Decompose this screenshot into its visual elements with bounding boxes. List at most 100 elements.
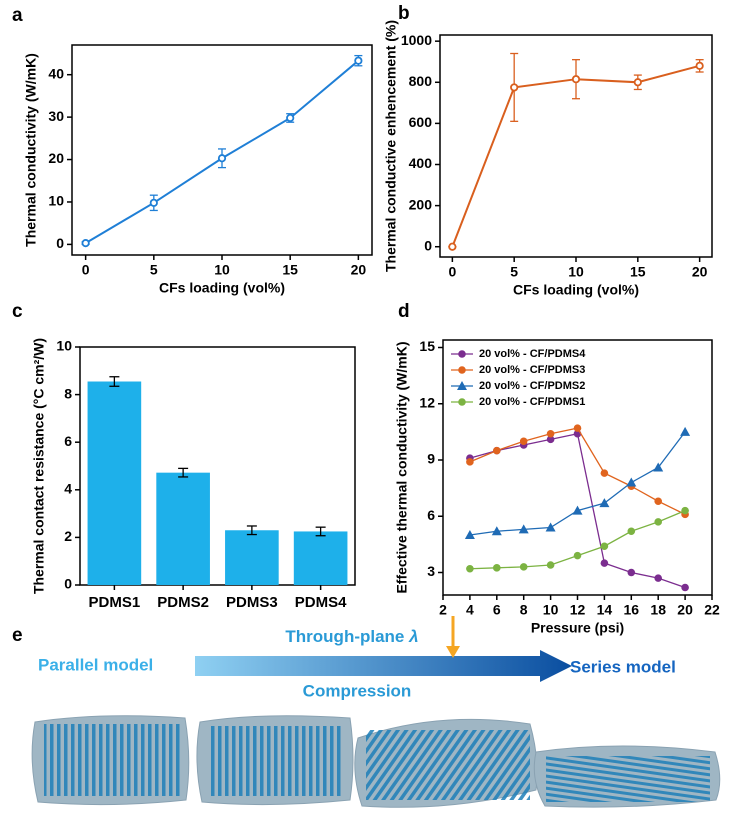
chart: b 0 200 400 600 800 1000 0 5 10 15 20 CFs loading (v… (383, 3, 713, 298)
y-tick-label: 10 (56, 338, 72, 354)
legend-marker (458, 366, 466, 374)
marker (493, 446, 501, 455)
marker (654, 497, 662, 506)
series-label: Series model (570, 657, 676, 676)
x-tick-label: 15 (282, 262, 298, 278)
legend-label: 20 vol% - CF/PDMS4 (479, 348, 586, 360)
marker (546, 561, 555, 569)
y-tick-label: 2 (64, 528, 72, 544)
marker (217, 154, 227, 163)
error-bar (246, 525, 257, 536)
y-tick-label: 800 (409, 73, 433, 89)
y-tick-label: 6 (64, 433, 72, 449)
y-axis-label: Thermal conductivity (W/mK) (23, 53, 39, 247)
marker (491, 526, 502, 536)
marker (354, 56, 363, 65)
legend-label: 20 vol% - CF/PDMS3 (479, 364, 585, 376)
marker (633, 78, 642, 87)
x-axis-label: CFs loading (vol%) (513, 282, 639, 298)
y-tick-label: 6 (427, 507, 435, 523)
panel-e: e Parallel model Through-plane λ Compres… (12, 616, 721, 808)
x-tick-label: 10 (543, 602, 559, 618)
through-plane-label: Through-plane λ (285, 627, 418, 646)
chart: a 0 10 20 30 40 0 5 10 15 20 CFs loading (vol%) Ther… (12, 5, 373, 296)
legend-marker (458, 398, 466, 406)
through-plane-text: Through-plane (285, 627, 404, 646)
structures (31, 715, 721, 808)
panel-label: a (12, 5, 23, 26)
legend-label: 20 vol% - CF/PDMS1 (479, 396, 585, 408)
marker (464, 530, 475, 539)
marker (466, 458, 474, 466)
error-bar (178, 467, 189, 478)
bar (156, 472, 210, 585)
marker (518, 524, 529, 534)
bar (293, 531, 348, 585)
marker (599, 498, 610, 508)
marker (149, 198, 158, 207)
x-tick-label: 10 (568, 264, 584, 280)
x-tick-label: 16 (624, 602, 640, 618)
x-tick-label: 20 (677, 602, 693, 618)
x-axis-label: Pressure (psi) (531, 620, 624, 636)
marker (627, 568, 636, 577)
y-tick-label: 0 (424, 237, 432, 253)
panel-label: e (12, 625, 23, 646)
x-tick-label: 5 (510, 264, 518, 280)
x-tick-label: 6 (493, 602, 501, 618)
y-axis-label: Thermal contact resistance (°C cm²/W) (31, 338, 47, 594)
x-tick-label: 12 (570, 602, 586, 618)
marker (546, 435, 555, 444)
marker (600, 542, 609, 551)
marker (681, 506, 689, 515)
y-axis-label: Effective thermal conductivity (W/mK) (394, 341, 410, 593)
legend-marker (457, 381, 467, 390)
chart: c 0 2 4 6 8 10 Thermal contact resistance (°C c… (12, 301, 356, 611)
y-tick-label: 12 (419, 394, 435, 410)
x-axis-label: CFs loading (vol%) (159, 280, 285, 296)
error-bar (109, 376, 120, 387)
x-tick-label: PDMS2 (157, 594, 209, 611)
indicator-head (446, 646, 460, 658)
panel-label: c (12, 301, 23, 322)
y-tick-label: 40 (48, 65, 64, 81)
marker (466, 564, 474, 573)
x-tick-label: 22 (704, 602, 720, 618)
marker (572, 505, 583, 515)
y-tick-label: 1000 (401, 32, 432, 48)
x-tick-label: 2 (439, 602, 447, 618)
marker (493, 564, 501, 572)
marker (519, 437, 528, 446)
x-tick-label: 14 (597, 602, 613, 618)
y-tick-label: 200 (409, 196, 433, 212)
y-tick-label: 4 (64, 481, 72, 497)
marker (286, 113, 295, 123)
legend-label: 20 vol% - CF/PDMS2 (479, 380, 585, 392)
x-tick-label: PDMS4 (295, 594, 347, 611)
marker (448, 242, 457, 251)
x-tick-label: PDMS3 (226, 594, 278, 611)
y-tick-label: 15 (419, 338, 435, 354)
x-tick-label: 0 (448, 264, 456, 280)
x-tick-label: 20 (692, 264, 708, 280)
marker (695, 61, 704, 70)
y-tick-label: 0 (56, 235, 64, 251)
y-tick-label: 400 (409, 155, 433, 171)
plot-frame (79, 346, 356, 586)
y-tick-label: 600 (409, 114, 433, 130)
marker (81, 239, 90, 248)
marker (545, 522, 556, 532)
x-tick-label: 8 (520, 602, 528, 618)
marker (573, 424, 582, 432)
y-tick-label: 20 (48, 150, 64, 166)
fibers (44, 724, 180, 796)
chart: d 3 6 9 12 15 2 4 6 8 10 12 14 16 18 20 22 Pressure (psi)… (394, 301, 720, 636)
marker (654, 518, 662, 526)
y-tick-label: 0 (64, 576, 72, 592)
x-tick-label: 15 (630, 264, 646, 280)
y-axis-label: Thermal conductive enhencement (%) (383, 20, 399, 272)
marker (626, 477, 637, 487)
x-tick-label: 18 (650, 602, 666, 618)
x-tick-label: PDMS1 (89, 594, 141, 611)
